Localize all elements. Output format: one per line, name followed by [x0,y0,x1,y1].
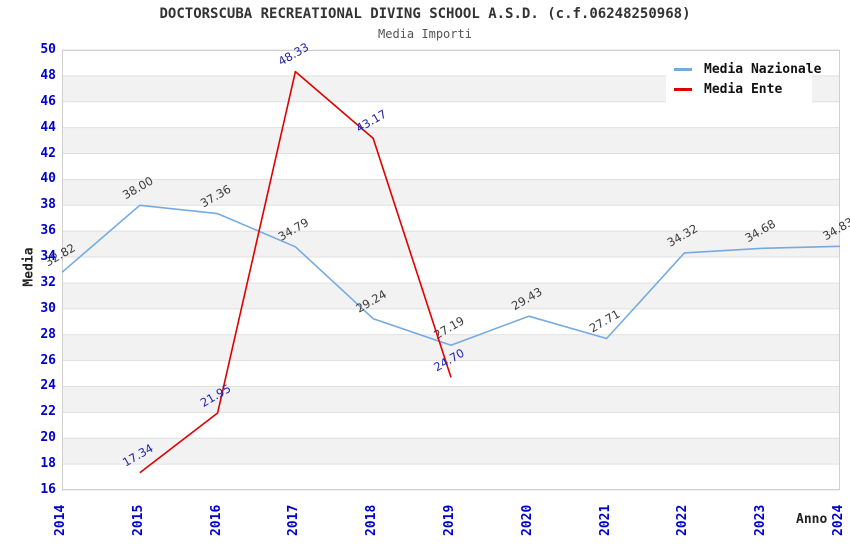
legend-label: Media Nazionale [704,62,822,78]
grid-band [62,438,840,465]
legend-line-marker-blue [674,68,692,72]
y-tick-label: 46 [40,93,56,109]
grid-band [62,308,840,335]
y-tick-label: 32 [40,274,56,290]
x-tick-label: 2017 [286,504,302,536]
legend-line-marker-red [674,87,692,91]
series-line-0 [61,204,841,347]
grid-band [62,101,840,128]
grid-band [62,205,840,232]
series-line-1 [139,70,452,474]
x-tick-label: 2024 [831,504,846,536]
x-tick-label: 2014 [53,504,68,536]
grid-band [62,386,840,413]
grid-band [62,153,840,180]
y-tick-label: 18 [40,456,56,472]
y-tick-label: 34 [40,249,56,265]
y-tick-label: 24 [40,378,56,394]
grid-band [62,231,840,258]
y-tick-label: 26 [40,352,56,368]
y-tick-label: 28 [40,326,56,342]
y-tick-label: 36 [40,223,56,239]
y-tick-label: 22 [40,404,56,420]
y-tick-label: 44 [40,119,56,135]
y-tick-label: 48 [40,67,56,83]
y-tick-label: 50 [40,42,56,57]
x-tick-label: 2019 [442,504,457,536]
legend-label: Media Ente [704,81,783,97]
grid-band [62,334,840,361]
chart-title: DOCTORSCUBA RECREATIONAL DIVING SCHOOL A… [159,6,691,22]
grid-band [62,179,840,206]
y-tick-label: 30 [40,300,56,316]
x-tick-label: 2021 [597,504,613,536]
y-tick-label: 42 [40,145,56,161]
legend: Media Nazionale Media Ente [666,55,821,103]
x-tick-label: 2022 [675,504,691,536]
x-axis-label: Anno [796,512,828,527]
legend-item-media-nazionale: Media Nazionale [674,61,821,79]
x-tick-label: 2018 [364,504,380,536]
legend-item-media-ente: Media Ente [674,80,806,98]
y-tick-label: 40 [40,171,56,187]
grid-band [62,412,840,439]
plot-border [62,50,840,490]
grid-band [62,127,840,154]
x-tick-label: 2016 [208,504,224,536]
plot-area: 32.82 38.00 37.36 34.79 29.24 27.19 29.43 27.71… [42,40,850,491]
y-tick-label: 16 [40,482,56,497]
x-tick-label: 2023 [753,504,769,536]
grid-band [62,257,840,283]
y-tick-label: 20 [40,430,56,446]
y-tick-label: 38 [40,197,56,213]
grid-band [62,464,840,490]
grid-band [62,282,840,309]
x-tick-label: 2020 [519,504,535,536]
x-tick-label: 2015 [130,504,146,536]
grid-band [62,360,840,387]
chart-subtitle: Media Importi [378,27,472,41]
